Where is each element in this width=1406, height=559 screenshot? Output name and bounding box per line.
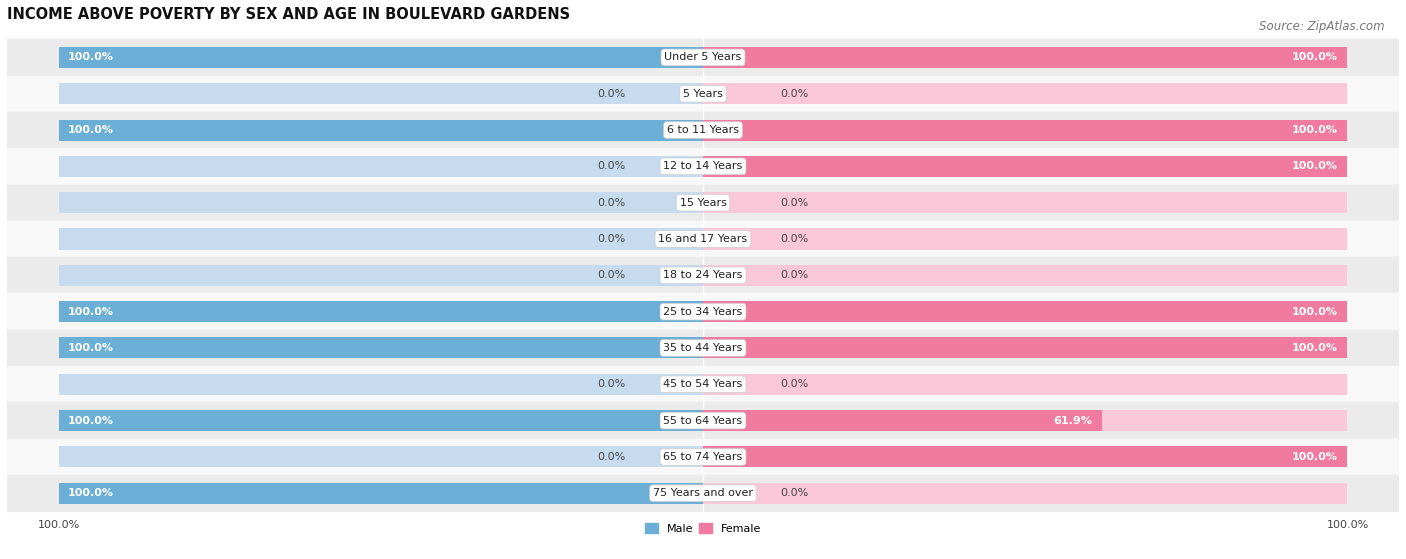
Bar [59,482,703,504]
Text: 75 Years and over: 75 Years and over [652,488,754,498]
Bar [703,338,1347,358]
Bar [7,75,1399,112]
Text: 100.0%: 100.0% [67,53,114,63]
Text: 25 to 34 Years: 25 to 34 Years [664,307,742,316]
Bar [59,120,703,140]
Bar [7,439,1399,475]
Bar [703,120,1347,140]
Text: 100.0%: 100.0% [1292,307,1339,316]
Text: 0.0%: 0.0% [598,198,626,208]
Text: 100.0%: 100.0% [1292,343,1339,353]
Text: 0.0%: 0.0% [598,89,626,99]
Bar [59,301,703,322]
Bar [7,475,1399,511]
Bar [59,410,703,431]
Bar [703,156,1347,177]
Text: 0.0%: 0.0% [598,452,626,462]
Bar [7,402,1399,439]
Bar [703,301,1347,322]
Bar [703,410,1347,431]
Text: 100.0%: 100.0% [1292,162,1339,172]
Bar [59,120,703,140]
Bar [59,47,703,68]
Bar [703,265,1347,286]
Bar [7,330,1399,366]
Bar [703,47,1347,68]
Text: 100.0%: 100.0% [1292,125,1339,135]
Text: 55 to 64 Years: 55 to 64 Years [664,415,742,425]
Bar [7,221,1399,257]
Bar [703,447,1347,467]
Bar [703,482,1347,504]
Text: 65 to 74 Years: 65 to 74 Years [664,452,742,462]
Bar [703,192,1347,213]
Bar [7,293,1399,330]
Bar [7,112,1399,148]
Text: 35 to 44 Years: 35 to 44 Years [664,343,742,353]
Text: 100.0%: 100.0% [1292,53,1339,63]
Text: 0.0%: 0.0% [598,234,626,244]
Text: 0.0%: 0.0% [780,234,808,244]
Text: Under 5 Years: Under 5 Years [665,53,741,63]
Text: 0.0%: 0.0% [780,379,808,389]
Bar [703,410,1102,431]
Text: 16 and 17 Years: 16 and 17 Years [658,234,748,244]
Bar [59,301,703,322]
Bar [703,47,1347,68]
Bar [59,229,703,249]
Bar [7,366,1399,402]
Text: 100.0%: 100.0% [67,125,114,135]
Text: 0.0%: 0.0% [598,162,626,172]
Bar [59,47,703,68]
Text: 0.0%: 0.0% [780,89,808,99]
Text: 5 Years: 5 Years [683,89,723,99]
Legend: Male, Female: Male, Female [640,519,766,538]
Bar [703,83,1347,104]
Text: 0.0%: 0.0% [780,271,808,280]
Text: 61.9%: 61.9% [1053,415,1092,425]
Text: 45 to 54 Years: 45 to 54 Years [664,379,742,389]
Bar [59,265,703,286]
Text: 15 Years: 15 Years [679,198,727,208]
Bar [7,257,1399,293]
Bar [703,120,1347,140]
Text: 100.0%: 100.0% [67,488,114,498]
Bar [59,156,703,177]
Bar [59,338,703,358]
Text: 0.0%: 0.0% [780,488,808,498]
Bar [59,447,703,467]
Text: 18 to 24 Years: 18 to 24 Years [664,271,742,280]
Bar [7,39,1399,75]
Bar [59,482,703,504]
Text: 0.0%: 0.0% [598,271,626,280]
Bar [7,184,1399,221]
Text: 100.0%: 100.0% [67,307,114,316]
Bar [59,192,703,213]
Bar [59,83,703,104]
Bar [59,374,703,395]
Text: 0.0%: 0.0% [780,198,808,208]
Text: 12 to 14 Years: 12 to 14 Years [664,162,742,172]
Bar [703,374,1347,395]
Bar [59,410,703,431]
Text: Source: ZipAtlas.com: Source: ZipAtlas.com [1260,20,1385,32]
Bar [703,447,1347,467]
Bar [703,156,1347,177]
Text: 0.0%: 0.0% [598,379,626,389]
Text: INCOME ABOVE POVERTY BY SEX AND AGE IN BOULEVARD GARDENS: INCOME ABOVE POVERTY BY SEX AND AGE IN B… [7,7,569,22]
Bar [703,301,1347,322]
Bar [59,338,703,358]
Text: 100.0%: 100.0% [67,343,114,353]
Text: 100.0%: 100.0% [1292,452,1339,462]
Text: 6 to 11 Years: 6 to 11 Years [666,125,740,135]
Bar [703,229,1347,249]
Text: 100.0%: 100.0% [67,415,114,425]
Bar [7,148,1399,184]
Bar [703,338,1347,358]
